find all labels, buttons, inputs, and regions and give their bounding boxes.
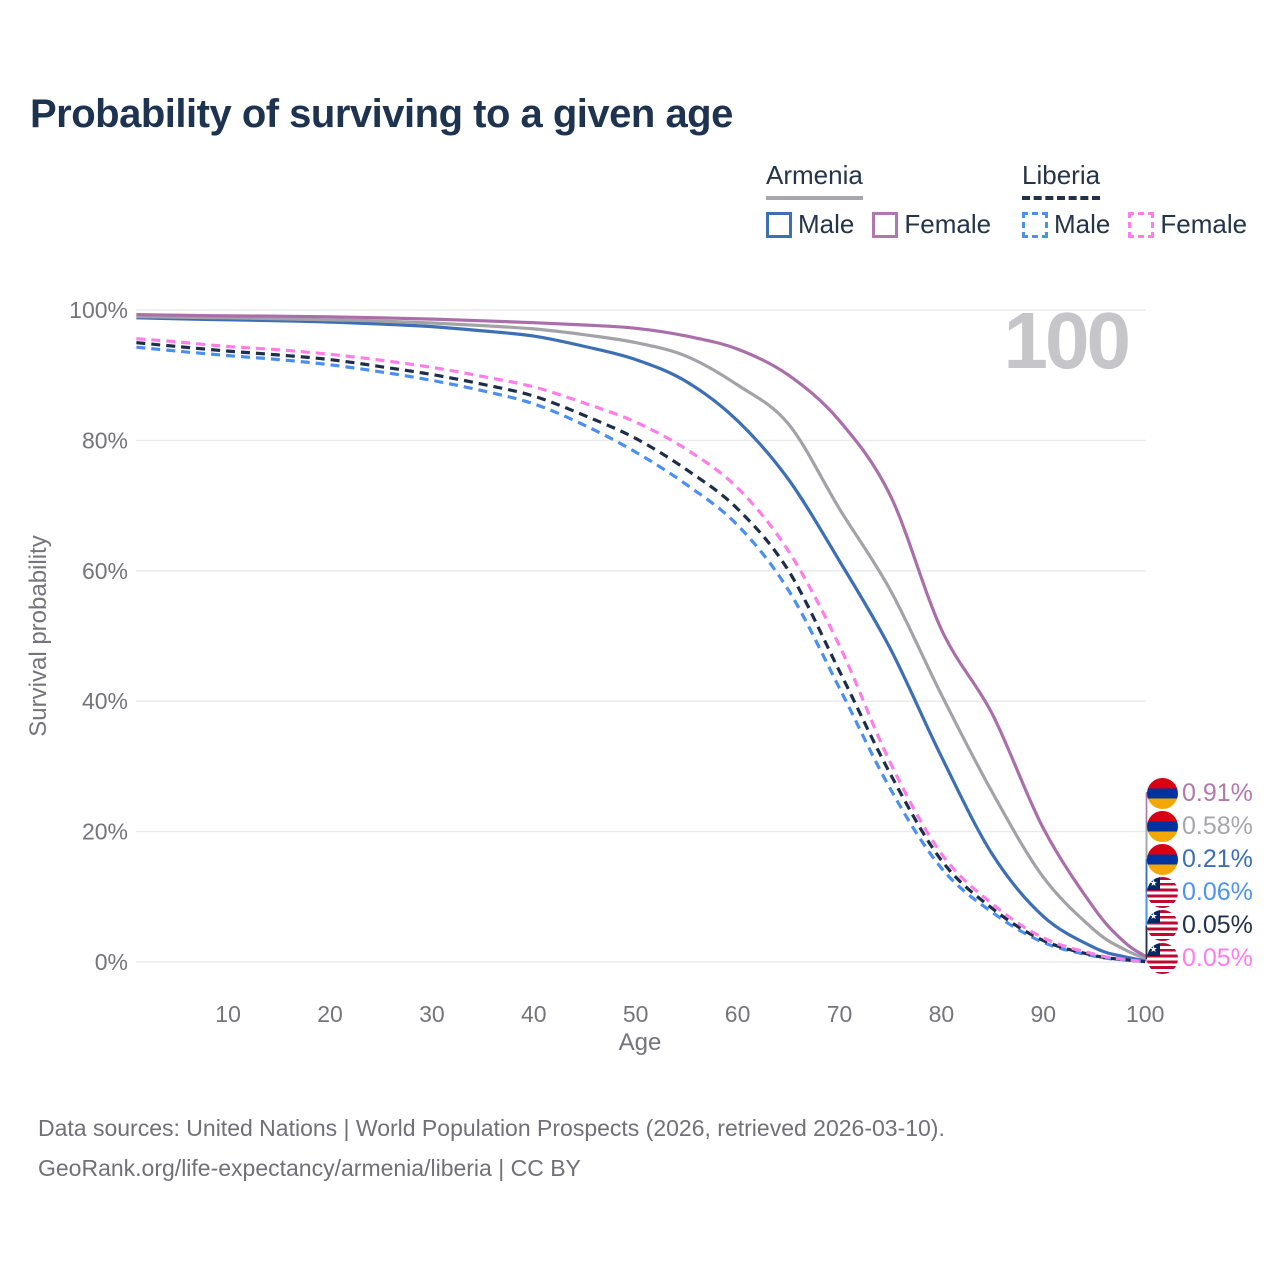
legend-item-armenia-male[interactable]: Male bbox=[766, 209, 854, 240]
end-label-row-liberia-both-sexes: ★ 0.05% bbox=[1147, 909, 1253, 942]
x-tick-label: 100 bbox=[1126, 1001, 1164, 1027]
x-tick-label: 20 bbox=[317, 1001, 343, 1027]
liberia-flag-icon: ★ bbox=[1147, 943, 1178, 974]
liberia-female-swatch-icon bbox=[1128, 211, 1155, 238]
legend-title-armenia[interactable]: Armenia bbox=[766, 160, 863, 200]
y-tick-label: 60% bbox=[82, 558, 128, 584]
end-label-row-armenia-male: 0.21% bbox=[1147, 843, 1253, 876]
x-tick-label: 40 bbox=[521, 1001, 547, 1027]
liberia-male-swatch-icon bbox=[1022, 211, 1048, 238]
end-label-row-armenia-both-sexes: 0.58% bbox=[1147, 810, 1253, 843]
y-tick-label: 0% bbox=[95, 949, 128, 975]
armenia-male-swatch-icon bbox=[766, 211, 792, 238]
legend-title-liberia[interactable]: Liberia bbox=[1022, 160, 1101, 200]
liberia-canton-star-icon: ★ bbox=[1147, 943, 1160, 956]
end-label-row-liberia-female: ★ 0.05% bbox=[1147, 942, 1253, 975]
x-tick-label: 90 bbox=[1031, 1001, 1057, 1027]
legend-label: Male bbox=[798, 209, 855, 239]
hovered-age-watermark: 100 bbox=[1004, 296, 1129, 385]
final-survival-value: 0.91% bbox=[1182, 779, 1253, 807]
final-survival-value: 0.21% bbox=[1182, 845, 1253, 873]
y-tick-label: 100% bbox=[69, 297, 128, 323]
armenia-female-swatch-icon bbox=[872, 211, 899, 238]
legend-label: Female bbox=[1160, 209, 1248, 239]
final-survival-value: 0.05% bbox=[1182, 911, 1253, 939]
liberia-flag-icon: ★ bbox=[1147, 910, 1178, 941]
y-axis-title: Survival probability bbox=[25, 535, 52, 736]
liberia-flag-icon: ★ bbox=[1147, 877, 1178, 908]
legend-label: Male bbox=[1054, 209, 1111, 239]
curve-armenia-both bbox=[136, 314, 1146, 960]
x-tick-label: 70 bbox=[827, 1001, 853, 1027]
armenia-flag-icon bbox=[1147, 778, 1178, 809]
legend-label: Female bbox=[904, 209, 992, 239]
final-survival-value: 0.58% bbox=[1182, 812, 1253, 840]
y-tick-label: 40% bbox=[82, 688, 128, 714]
footer-attribution-line: GeoRank.org/life-expectancy/armenia/libe… bbox=[38, 1155, 581, 1181]
final-survival-value: 0.06% bbox=[1182, 878, 1253, 906]
legend-group-liberia: Liberia Male Female bbox=[1022, 160, 1247, 240]
x-tick-label: 60 bbox=[725, 1001, 751, 1027]
legend-item-liberia-male[interactable]: Male bbox=[1022, 209, 1110, 240]
liberia-canton-star-icon: ★ bbox=[1147, 910, 1160, 923]
legend-item-armenia-female[interactable]: Female bbox=[872, 209, 991, 240]
curve-armenia-male bbox=[136, 316, 1146, 963]
end-labels: 0.91% 0.58% 0.21% ★ 0.06% ★ 0.05% ★ 0.05% bbox=[1147, 777, 1253, 975]
armenia-flag-icon bbox=[1147, 844, 1178, 875]
x-tick-label: 10 bbox=[215, 1001, 241, 1027]
end-label-row-liberia-male: ★ 0.06% bbox=[1147, 876, 1253, 909]
legend-group-armenia: Armenia Male Female bbox=[766, 160, 991, 240]
curve-armenia-female bbox=[136, 312, 1147, 958]
curve-liberia-both bbox=[136, 341, 1146, 964]
armenia-flag-icon bbox=[1147, 811, 1178, 842]
final-survival-value: 0.05% bbox=[1182, 944, 1253, 972]
curve-liberia-male bbox=[136, 345, 1146, 964]
x-tick-label: 50 bbox=[623, 1001, 649, 1027]
legend-items-armenia: Male Female bbox=[766, 209, 991, 240]
y-tick-label: 80% bbox=[82, 427, 128, 453]
legend-items-liberia: Male Female bbox=[1022, 209, 1247, 240]
end-label-row-armenia-female: 0.91% bbox=[1147, 777, 1253, 810]
x-tick-label: 30 bbox=[419, 1001, 445, 1027]
footer-sources-line: Data sources: United Nations | World Pop… bbox=[38, 1115, 945, 1141]
legend-item-liberia-female[interactable]: Female bbox=[1128, 209, 1247, 240]
page-title: Probability of surviving to a given age bbox=[30, 92, 733, 136]
curve-liberia-female bbox=[136, 337, 1146, 964]
x-axis-title: Age bbox=[619, 1029, 662, 1056]
liberia-canton-star-icon: ★ bbox=[1147, 877, 1160, 890]
y-tick-label: 20% bbox=[82, 819, 128, 845]
x-tick-label: 80 bbox=[929, 1001, 955, 1027]
footer: Data sources: United Nations | World Pop… bbox=[38, 1108, 945, 1188]
